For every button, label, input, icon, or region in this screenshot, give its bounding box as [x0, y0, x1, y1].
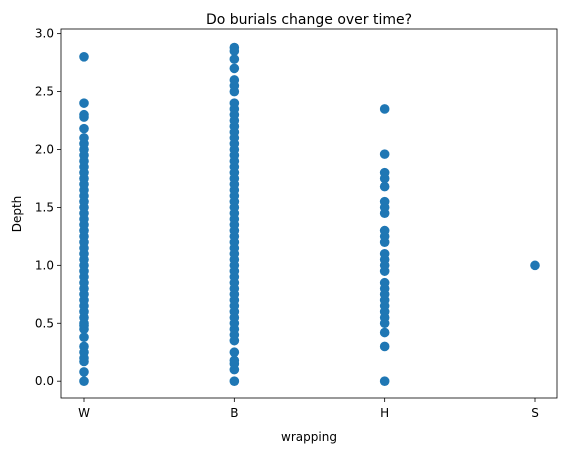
data-point [229, 42, 240, 53]
y-tick-label: 1.5 [35, 200, 54, 214]
x-axis-title: wrapping [281, 430, 337, 444]
data-point [379, 104, 390, 114]
data-point [379, 167, 390, 178]
data-point [379, 341, 390, 352]
x-tick-label: W [78, 406, 90, 420]
y-tick-label: 1.0 [35, 258, 54, 272]
data-point [79, 376, 89, 387]
plot-area-frame [60, 28, 558, 399]
data-point [229, 376, 240, 387]
x-tick-label: B [230, 406, 238, 420]
data-point [379, 149, 390, 159]
data-point [79, 367, 89, 377]
y-tick-label: 3.0 [35, 27, 54, 41]
data-point [379, 376, 390, 387]
data-point [379, 196, 390, 207]
x-tick-label: S [531, 406, 539, 420]
data-point [379, 327, 390, 338]
data-point [379, 277, 390, 288]
data-point [229, 347, 240, 358]
data-point [379, 248, 390, 259]
y-axis: 0.0 0.5 1.0 1.5 2.0 2.5 3.0 [35, 27, 61, 388]
data-point [79, 332, 89, 342]
data-point [79, 133, 89, 143]
data-point [229, 54, 240, 64]
y-axis-title: Depth [10, 196, 24, 233]
y-tick-label: 0.0 [35, 374, 54, 388]
data-point [379, 181, 390, 192]
data-point [229, 355, 240, 366]
y-tick-label: 2.0 [35, 142, 54, 156]
data-point [229, 98, 240, 108]
data-point [530, 260, 540, 271]
data-point [229, 63, 240, 74]
data-point [79, 109, 89, 120]
data-point [229, 75, 240, 85]
data-point [379, 225, 390, 236]
y-tick-label: 0.5 [35, 316, 54, 330]
data-point [79, 98, 89, 108]
data-point [79, 341, 89, 352]
data-point [79, 123, 89, 134]
y-tick-label: 2.5 [35, 85, 54, 99]
data-point [79, 52, 89, 62]
x-tick-label: H [380, 406, 389, 420]
data-points [79, 42, 540, 387]
chart-title: Do burials change over time? [206, 12, 412, 28]
